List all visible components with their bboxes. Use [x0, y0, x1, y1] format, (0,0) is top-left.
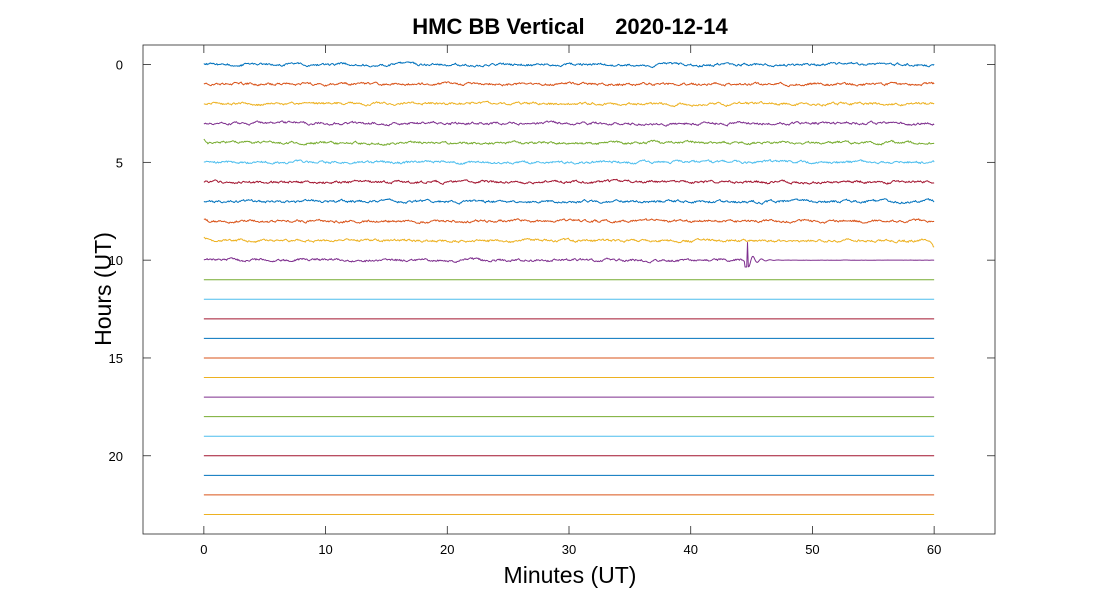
- x-tick-label: 60: [927, 542, 941, 557]
- y-tick-label: 0: [116, 58, 123, 73]
- trace-group: [203, 61, 935, 515]
- x-tick-label: 50: [805, 542, 819, 557]
- trace-hour-9: [203, 236, 935, 248]
- trace-hour-7: [203, 198, 935, 205]
- x-tick-label: 40: [683, 542, 697, 557]
- trace-hour-2: [203, 100, 935, 108]
- y-tick-label: 20: [109, 449, 123, 464]
- axis-ticks: 0 10 20 30 40 50 60 0 5 10 15 20: [109, 45, 995, 557]
- trace-hour-5: [203, 159, 935, 165]
- x-tick-label: 30: [562, 542, 576, 557]
- x-tick-label: 10: [318, 542, 332, 557]
- x-tick-label: 20: [440, 542, 454, 557]
- x-axis-label: Minutes (UT): [504, 562, 637, 588]
- trace-hour-0: [203, 61, 935, 69]
- trace-hour-8: [203, 218, 935, 225]
- y-tick-label: 10: [109, 253, 123, 268]
- trace-hour-1: [203, 81, 935, 88]
- y-tick-label: 5: [116, 155, 123, 170]
- y-tick-label: 15: [109, 351, 123, 366]
- trace-hour-4: [203, 138, 935, 146]
- y-axis-label: Hours (UT): [90, 232, 116, 346]
- x-tick-label: 0: [200, 542, 207, 557]
- trace-hour-6: [203, 178, 935, 185]
- trace-hour-10: [203, 242, 935, 268]
- plot-area-frame: [142, 44, 996, 535]
- trace-hour-3: [203, 120, 935, 127]
- chart-title: HMC BB Vertical 2020-12-14: [412, 14, 728, 39]
